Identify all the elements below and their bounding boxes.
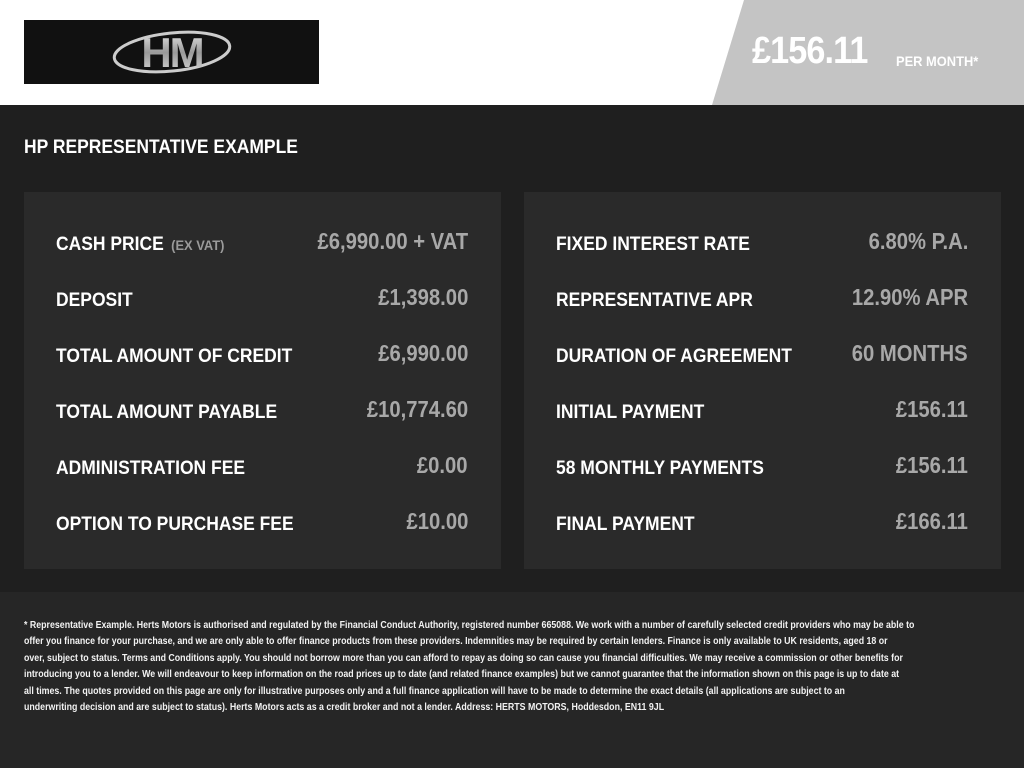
disclaimer-line: all times. The quotes provided on this p… xyxy=(24,684,845,697)
label-text: CASH PRICE xyxy=(56,234,164,255)
finance-row: TOTAL AMOUNT PAYABLE £10,774.60 xyxy=(56,396,468,426)
row-value: 60 MONTHS xyxy=(852,340,968,366)
label-text: ADMINISTRATION FEE xyxy=(56,458,246,479)
finance-row: 58 MONTHLY PAYMENTS £156.11 xyxy=(556,452,968,482)
row-label: TOTAL AMOUNT OF CREDIT xyxy=(56,346,292,368)
logo: HM xyxy=(24,20,319,84)
row-value: £6,990.00 + VAT xyxy=(317,228,468,254)
row-label: FINAL PAYMENT xyxy=(556,514,695,536)
label-text: FIXED INTEREST RATE xyxy=(556,234,750,255)
row-label: OPTION TO PURCHASE FEE xyxy=(56,514,294,536)
label-text: TOTAL AMOUNT PAYABLE xyxy=(56,402,278,423)
footer xyxy=(0,592,1024,768)
finance-row: OPTION TO PURCHASE FEE £10.00 xyxy=(56,508,468,538)
row-value: £156.11 xyxy=(895,452,968,478)
label-text: TOTAL AMOUNT OF CREDIT xyxy=(56,346,293,367)
row-value: 12.90% APR xyxy=(851,284,968,310)
finance-panel-right: FIXED INTEREST RATE 6.80% P.A. REPRESENTAT… xyxy=(524,192,1001,569)
finance-panel-left: CASH PRICE (EX VAT) £6,990.00 + VAT DEPOSIT… xyxy=(24,192,501,569)
finance-row: FIXED INTEREST RATE 6.80% P.A. xyxy=(556,228,968,258)
row-value: 6.80% P.A. xyxy=(868,228,968,254)
disclaimer-line: underwriting decision and are subject to… xyxy=(24,701,665,714)
row-label: DURATION OF AGREEMENT xyxy=(556,346,792,368)
finance-row: TOTAL AMOUNT OF CREDIT £6,990.00 xyxy=(56,340,468,370)
finance-row: CASH PRICE (EX VAT) £6,990.00 + VAT xyxy=(56,228,468,258)
disclaimer-line: over, subject to status. Terms and Condi… xyxy=(24,651,903,664)
row-label: ADMINISTRATION FEE xyxy=(56,458,245,480)
row-value: £0.00 xyxy=(417,452,468,478)
monthly-price: £156.11 xyxy=(752,30,868,72)
svg-text:HM: HM xyxy=(141,29,202,76)
label-text: OPTION TO PURCHASE FEE xyxy=(56,514,294,535)
row-label: TOTAL AMOUNT PAYABLE xyxy=(56,402,277,424)
row-label: DEPOSIT xyxy=(56,290,133,312)
label-text: DURATION OF AGREEMENT xyxy=(556,346,792,367)
label-text: 58 MONTHLY PAYMENTS xyxy=(556,458,764,479)
disclaimer-line: introducing you to a lender. We will end… xyxy=(24,668,900,681)
row-label: CASH PRICE (EX VAT) xyxy=(56,234,224,256)
row-value: £10,774.60 xyxy=(366,396,468,422)
finance-row: FINAL PAYMENT £166.11 xyxy=(556,508,968,538)
row-value: £156.11 xyxy=(895,396,968,422)
label-text: INITIAL PAYMENT xyxy=(556,402,705,423)
row-value: £6,990.00 xyxy=(377,340,468,366)
row-value: £10.00 xyxy=(406,508,468,534)
disclaimer-line: * Representative Example. Herts Motors i… xyxy=(24,619,915,631)
row-label: REPRESENTATIVE APR xyxy=(556,290,753,312)
section-title: HP REPRESENTATIVE EXAMPLE xyxy=(24,137,298,158)
finance-row: DURATION OF AGREEMENT 60 MONTHS xyxy=(556,340,968,370)
disclaimer: * Representative Example. Herts Motors i… xyxy=(24,617,1024,715)
per-month-label: PER MONTH* xyxy=(896,53,979,69)
row-value: £1,398.00 xyxy=(377,284,468,310)
row-label: INITIAL PAYMENT xyxy=(556,402,704,424)
label-text: FINAL PAYMENT xyxy=(556,514,695,535)
finance-row: INITIAL PAYMENT £156.11 xyxy=(556,396,968,426)
price-banner xyxy=(712,0,1024,105)
finance-row: ADMINISTRATION FEE £0.00 xyxy=(56,452,468,482)
finance-row: DEPOSIT £1,398.00 xyxy=(56,284,468,314)
row-label: 58 MONTHLY PAYMENTS xyxy=(556,458,764,480)
label-text: REPRESENTATIVE APR xyxy=(556,290,753,311)
finance-row: REPRESENTATIVE APR 12.90% APR xyxy=(556,284,968,314)
row-value: £166.11 xyxy=(895,508,968,534)
row-label: FIXED INTEREST RATE xyxy=(556,234,750,256)
disclaimer-line: offer you finance for your purchase, and… xyxy=(24,635,888,648)
label-text: DEPOSIT xyxy=(56,290,133,311)
label-sub: (EX VAT) xyxy=(171,237,225,253)
